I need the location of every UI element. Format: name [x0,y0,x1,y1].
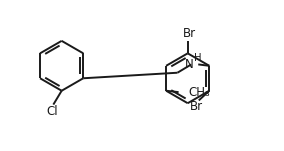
Text: Cl: Cl [46,105,58,118]
Text: H: H [194,53,201,63]
Text: Br: Br [183,27,196,40]
Text: N: N [185,58,194,71]
Text: CH₃: CH₃ [188,86,210,99]
Text: Br: Br [189,100,202,113]
